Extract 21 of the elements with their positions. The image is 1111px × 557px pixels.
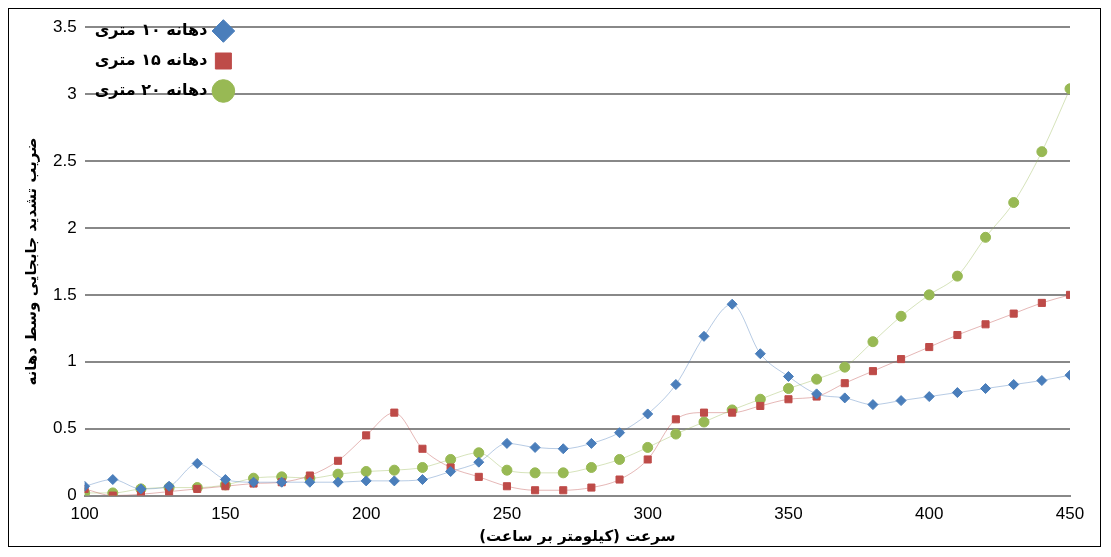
legend-label: دهانه ۲۰ متری (94, 80, 208, 100)
x-tick-label: 450 (1055, 504, 1085, 524)
legend-label: دهانه ۱۵ متری (94, 50, 208, 70)
y-axis-title: ضریب تشدید جابجایی وسط دهانه (21, 137, 40, 386)
y-tick-label: 1.5 (52, 284, 77, 304)
y-tick-label: 3 (67, 83, 77, 103)
y-tick-label: 0.5 (52, 418, 77, 438)
x-tick-label: 200 (351, 504, 381, 524)
x-axis-title: سرعت (کیلومتر بر ساعت) (479, 526, 676, 545)
y-tick-label: 2.5 (52, 150, 77, 170)
x-tick-label: 350 (774, 504, 803, 524)
x-tick-label: 150 (211, 504, 240, 524)
y-tick-label: 1 (67, 351, 77, 371)
x-tick-label: 250 (492, 504, 522, 524)
y-tick-label: 3.5 (52, 16, 77, 36)
x-tick-label: 100 (70, 504, 99, 524)
y-tick-label: 0 (67, 485, 77, 505)
x-tick-label: 300 (633, 504, 662, 524)
legend-label: دهانه ۱۰ متری (94, 20, 208, 40)
x-tick-label: 400 (915, 504, 944, 524)
y-tick-label: 2 (67, 217, 77, 237)
